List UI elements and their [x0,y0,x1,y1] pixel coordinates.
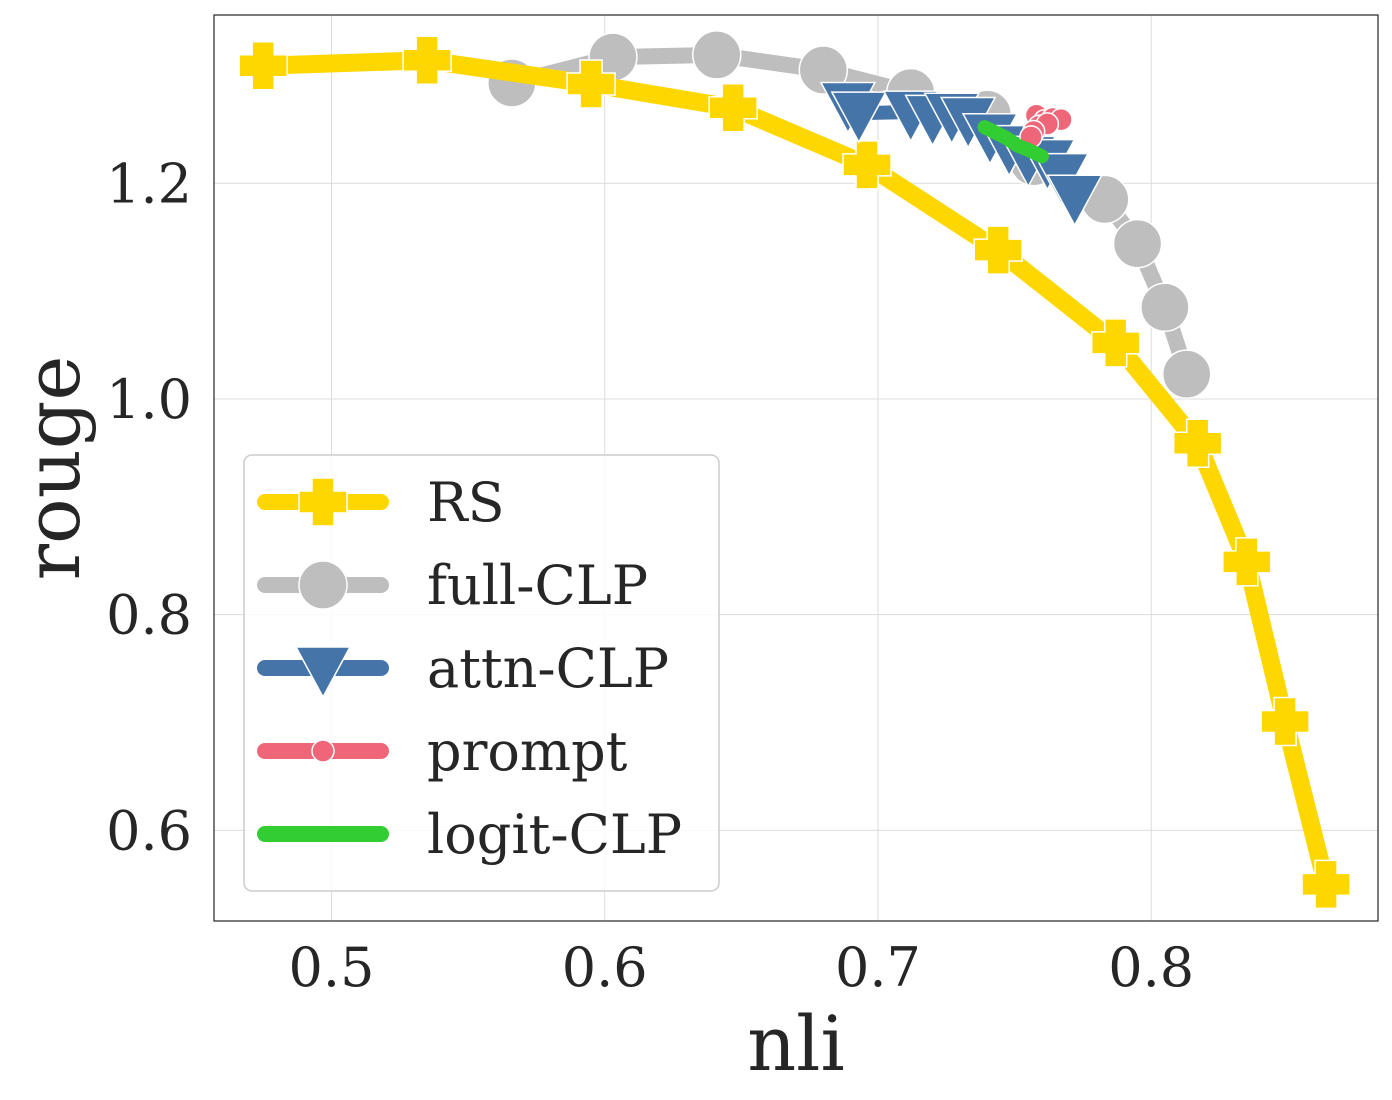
data-point-rs [1301,859,1351,910]
data-point-rs [973,225,1023,275]
plot-frame [213,14,1379,922]
data-point-rs [402,35,452,86]
y-tick-label: 1.0 [106,368,192,431]
data-point-rs [842,140,892,190]
legend-marker [294,646,352,699]
data-point-attn-clp [1046,174,1103,227]
y-tick-label: 0.6 [106,799,192,862]
legend-label: attn-CLP [427,637,669,700]
series-logit-clp [977,120,1049,164]
data-point-attn-clp [830,91,888,144]
x-tick-label: 0.8 [1108,936,1194,999]
legend-item-prompt: prompt [257,720,628,783]
data-point-rs [1172,418,1223,468]
legend: RS full-CLP attn-CLP prompt logit-CLP [243,454,720,892]
plot-series [238,30,1351,910]
y-tick-label: 1.2 [106,152,192,215]
legend-label: prompt [427,720,628,783]
x-tick-label: 0.5 [289,936,375,999]
data-point-full-clp [692,30,742,80]
series-rs [238,35,1351,910]
legend-item-rs: RS [257,471,505,534]
legend-label: RS [427,471,505,534]
x-axis-ticks: 0.5 0.6 0.7 0.8 [289,936,1195,999]
legend-label: full-CLP [427,554,648,617]
data-point-full-clp [1161,349,1212,399]
x-axis-label: nli [747,999,845,1088]
legend-box [243,454,720,892]
legend-item-attn-clp: attn-CLP [257,637,669,700]
x-tick-label: 0.7 [835,936,921,999]
series-prompt [1019,103,1073,149]
legend-marker [298,477,348,527]
data-point-rs [566,59,616,109]
data-point-full-clp [1140,282,1190,333]
y-axis-label: rouge [8,356,97,581]
data-point-rs [1222,537,1272,587]
y-tick-label: 0.8 [106,584,192,647]
data-point-full-clp [1112,218,1163,269]
legend-item-full-clp: full-CLP [257,554,648,617]
x-tick-label: 0.6 [562,936,648,999]
legend-marker [311,739,335,763]
series-line-logit-clp [977,120,1049,164]
data-point-rs [238,40,288,91]
data-point-rs [1090,318,1141,368]
legend-label: logit-CLP [427,803,682,866]
y-axis-ticks: 0.6 0.8 1.0 1.2 [106,152,192,862]
legend-marker [298,560,348,610]
data-point-rs [708,83,758,133]
data-point-rs [1260,696,1310,747]
legend-item-logit-clp: logit-CLP [257,803,682,866]
